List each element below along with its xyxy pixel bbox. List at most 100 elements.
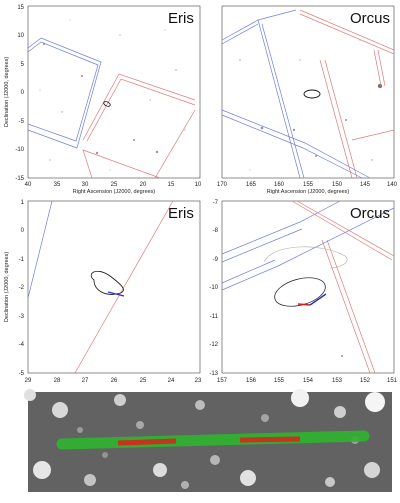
footprint-blue: [27, 37, 102, 149]
y-tick-label: -3: [19, 314, 25, 320]
footprint-red: [82, 149, 161, 179]
x-tick-label: 160: [274, 182, 285, 188]
y-tick-label: -13: [209, 371, 218, 377]
y-tick-label: -9: [213, 257, 219, 263]
x-tick-label: 145: [360, 182, 371, 188]
x-tick-label: 151: [387, 378, 398, 384]
panel-title: Orcus: [350, 205, 390, 222]
footprint-red: [154, 109, 196, 179]
x-tick-label: 15: [168, 182, 175, 188]
x-tick-labels: 40 35 30 25 20 15 10: [25, 182, 202, 188]
y-tick-labels: 15 10 5 0 -5 -10 -15: [15, 5, 24, 182]
x-tick-label: 155: [274, 378, 285, 384]
x-tick-label: 150: [332, 182, 343, 188]
track-red-segment: [239, 436, 301, 443]
x-tick-label: 154: [303, 378, 314, 384]
x-tick-label: 10: [195, 182, 202, 188]
x-tick-label: 25: [111, 182, 118, 188]
track-red-segment: [117, 438, 177, 446]
star-field: [239, 19, 383, 171]
y-tick-label: -1: [19, 257, 25, 263]
y-tick-label: -15: [15, 176, 24, 182]
y-tick-label: 1: [21, 200, 25, 206]
plot-frame: [221, 5, 395, 179]
orbit-track: [90, 270, 124, 295]
panel-title: Eris: [168, 10, 194, 27]
y-tick-label: 5: [21, 62, 25, 68]
star-field: [39, 19, 186, 171]
orbit-track-faint: [263, 246, 348, 269]
x-axis-label: Right Ascension (J2000, degrees): [267, 189, 350, 195]
x-tick-label: 153: [332, 378, 343, 384]
track-green: [56, 430, 370, 450]
x-tick-label: 30: [82, 182, 89, 188]
y-tick-label: -5: [19, 119, 25, 125]
x-tick-label: 152: [360, 378, 371, 384]
x-tick-labels: 157 156 155 154 153 152 151: [217, 378, 398, 384]
y-tick-label: -2: [19, 285, 25, 291]
y-tick-label: -5: [19, 371, 25, 377]
footprint-blue: [27, 41, 99, 142]
footprint-blue: [257, 19, 301, 179]
footprint-blue: [261, 23, 305, 179]
footprint-red: [373, 49, 386, 87]
footprint-red: [74, 200, 174, 374]
panel-orcus-zoom: Orcus 157 156 155 154 153 152 151 -7 -8 …: [209, 200, 397, 384]
y-tick-labels: 1 0 -1 -2 -3 -4 -5: [19, 200, 25, 377]
footprint-blue: [221, 228, 303, 263]
footprint-red: [319, 59, 353, 179]
footprint-blue: [221, 207, 395, 291]
x-tick-label: 27: [82, 378, 89, 384]
x-tick-label: 29: [25, 378, 32, 384]
y-tick-label: -8: [213, 228, 219, 234]
footprint-blue: [27, 200, 53, 299]
footprint-red: [299, 13, 395, 55]
x-tick-label: 25: [140, 378, 147, 384]
footprint-blue: [221, 114, 363, 179]
footprint-red: [86, 78, 196, 142]
x-tick-label: 155: [303, 182, 314, 188]
y-axis-label: Declination (J2000, degrees): [4, 57, 10, 127]
plot-frame: [27, 200, 201, 374]
x-tick-label: 26: [111, 378, 118, 384]
orbit-track: [303, 89, 321, 99]
orbit-track-segment-blue: [309, 293, 327, 306]
panel-eris-wide: Eris 40 35 30 25 20 15 10 15 10 5 0 -5 -…: [4, 5, 202, 195]
y-axis-label: Declination (J2000, degrees): [4, 252, 10, 322]
x-tick-label: 24: [168, 378, 175, 384]
orbit-track: [103, 101, 111, 107]
image-strip: [24, 389, 392, 492]
x-tick-label: 170: [217, 182, 228, 188]
footprint-red: [299, 9, 395, 51]
y-tick-label: -10: [15, 147, 24, 153]
orbit-track: [274, 277, 326, 307]
x-tick-label: 157: [217, 378, 228, 384]
x-tick-label: 140: [387, 182, 398, 188]
y-tick-label: 15: [17, 5, 24, 11]
footprint-blue: [221, 109, 371, 179]
y-tick-label: -10: [209, 285, 218, 291]
orbit-track-segment: [107, 291, 125, 297]
panel-title: Orcus: [350, 10, 390, 27]
footprint-blue: [221, 200, 341, 255]
x-tick-label: 23: [195, 378, 202, 384]
footprint-red: [351, 129, 395, 141]
y-tick-label: -11: [210, 314, 219, 320]
y-tick-labels: -7 -8 -9 -10 -11 -12 -13: [209, 200, 218, 377]
footprint-red: [291, 200, 395, 261]
y-tick-label: 0: [21, 228, 25, 234]
x-tick-label: 20: [140, 182, 147, 188]
panel-eris-zoom: Eris 29 28 27 26 25 24 23 1 0 -1 -2 -3 -…: [4, 200, 202, 384]
y-tick-label: -12: [209, 342, 218, 348]
x-tick-label: 40: [25, 182, 32, 188]
footprint-blue: [221, 23, 259, 45]
y-tick-label: -7: [213, 200, 219, 206]
x-tick-labels: 29 28 27 26 25 24 23: [25, 378, 202, 384]
footprint-red: [324, 59, 358, 179]
panel-orcus-wide: Orcus 170 165 160 155 150 145 140 Right …: [217, 5, 398, 195]
panel-title: Eris: [168, 205, 194, 222]
y-tick-label: 0: [21, 90, 25, 96]
x-tick-labels: 170 165 160 155 150 145 140: [217, 182, 398, 188]
y-tick-label: 10: [17, 33, 24, 39]
